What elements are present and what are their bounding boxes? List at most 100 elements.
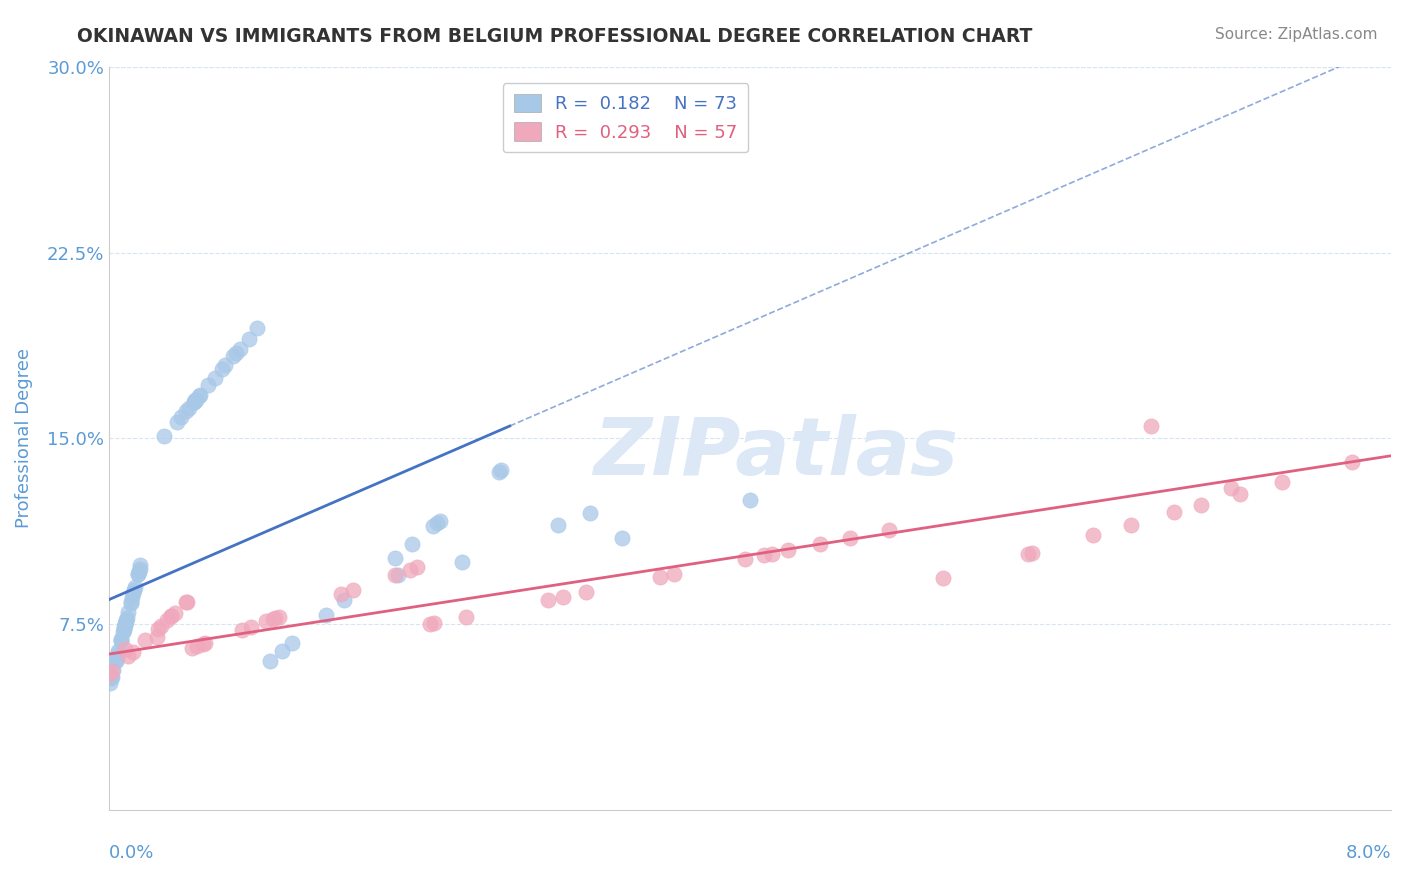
Point <box>384 550 406 565</box>
Point <box>246 321 269 335</box>
Point <box>114 617 136 632</box>
Point <box>239 620 262 634</box>
Point <box>450 555 472 569</box>
Point <box>112 620 135 634</box>
Point <box>194 636 217 650</box>
Point <box>184 392 207 407</box>
Point <box>100 670 122 684</box>
Point <box>664 566 686 581</box>
Point <box>419 617 441 632</box>
Point <box>127 566 149 581</box>
Point <box>1340 455 1362 469</box>
Point <box>117 605 139 619</box>
Point <box>575 585 598 599</box>
Point <box>204 371 226 385</box>
Point <box>112 621 135 635</box>
Point <box>112 624 135 638</box>
Point <box>176 403 198 417</box>
Point <box>491 463 513 477</box>
Point <box>332 593 354 607</box>
Point <box>122 586 145 600</box>
Point <box>98 667 121 681</box>
Point <box>122 645 145 659</box>
Point <box>160 609 183 624</box>
Point <box>183 394 205 409</box>
Text: ZIPatlas: ZIPatlas <box>593 414 959 492</box>
Point <box>156 613 179 627</box>
Point <box>177 401 200 416</box>
Point <box>387 567 409 582</box>
Point <box>104 654 127 668</box>
Point <box>1163 505 1185 519</box>
Point <box>153 429 176 443</box>
Point <box>1081 528 1104 542</box>
Point <box>1119 517 1142 532</box>
Point <box>134 633 156 648</box>
Point <box>188 389 211 403</box>
Point <box>610 531 633 545</box>
Point <box>115 611 138 625</box>
Point <box>271 644 294 658</box>
Point <box>110 632 132 646</box>
Point <box>877 523 900 537</box>
Point <box>1219 481 1241 495</box>
Point <box>146 630 169 644</box>
Point <box>778 543 800 558</box>
Point <box>114 642 136 657</box>
Point <box>197 378 219 392</box>
Y-axis label: Professional Degree: Professional Degree <box>15 349 32 528</box>
Point <box>129 558 152 573</box>
Point <box>127 566 149 581</box>
Text: 8.0%: 8.0% <box>1346 844 1391 862</box>
Point <box>454 610 477 624</box>
Point <box>193 637 215 651</box>
Point <box>426 516 449 531</box>
Point <box>160 609 183 624</box>
Point <box>551 590 574 604</box>
Point <box>176 595 198 609</box>
Point <box>211 362 233 376</box>
Point <box>128 564 150 578</box>
Point <box>107 643 129 657</box>
Point <box>315 607 337 622</box>
Point <box>238 332 260 346</box>
Point <box>117 649 139 664</box>
Point <box>761 547 783 561</box>
Legend: R =  0.182    N = 73, R =  0.293    N = 57: R = 0.182 N = 73, R = 0.293 N = 57 <box>503 83 748 153</box>
Point <box>166 415 188 429</box>
Point <box>429 514 451 528</box>
Point <box>384 567 406 582</box>
Point <box>650 570 672 584</box>
Point <box>401 537 423 551</box>
Point <box>105 650 128 665</box>
Point <box>100 670 122 684</box>
Point <box>838 531 860 545</box>
Point <box>114 618 136 632</box>
Point <box>579 506 602 520</box>
Point <box>262 612 284 626</box>
Point <box>1021 546 1043 560</box>
Point <box>932 571 955 585</box>
Point <box>254 615 277 629</box>
Point <box>120 596 142 610</box>
Point <box>537 592 560 607</box>
Point <box>98 676 121 690</box>
Point <box>120 595 142 609</box>
Point <box>422 519 444 533</box>
Point <box>107 646 129 660</box>
Point <box>103 663 125 677</box>
Point <box>1017 547 1039 561</box>
Point <box>547 518 569 533</box>
Point <box>114 617 136 632</box>
Point <box>342 583 364 598</box>
Point <box>398 562 420 576</box>
Point <box>214 359 236 373</box>
Point <box>423 616 446 631</box>
Point <box>176 594 198 608</box>
Text: OKINAWAN VS IMMIGRANTS FROM BELGIUM PROFESSIONAL DEGREE CORRELATION CHART: OKINAWAN VS IMMIGRANTS FROM BELGIUM PROF… <box>77 27 1032 45</box>
Point <box>110 634 132 648</box>
Point <box>752 549 775 563</box>
Point <box>808 537 831 551</box>
Point <box>115 613 138 627</box>
Point <box>406 559 429 574</box>
